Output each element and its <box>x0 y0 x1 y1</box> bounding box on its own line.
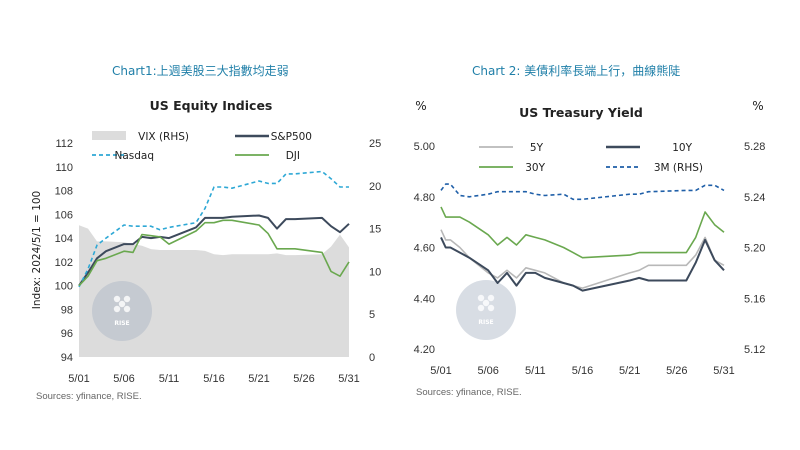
legend-label: 30Y <box>525 162 545 174</box>
y2-tick-label: 5.24 <box>744 192 765 204</box>
y2-tick-label: 5.20 <box>744 243 765 255</box>
y2-tick-label: 5.12 <box>744 344 765 356</box>
legend-label: 10Y <box>672 142 692 154</box>
watermark-dot <box>482 299 490 307</box>
watermark-dot <box>487 294 495 302</box>
watermark-circle <box>456 280 516 340</box>
y2-tick-label: 20 <box>369 181 381 193</box>
y-tick-label: 4.40 <box>414 293 435 305</box>
legend-label: 5Y <box>530 142 544 154</box>
y-tick-label: 98 <box>61 304 73 316</box>
watermark-dot <box>113 295 121 303</box>
x-tick-label: 5/21 <box>619 365 640 377</box>
legend-swatch <box>92 131 126 140</box>
legend-label: S&P500 <box>271 131 312 143</box>
y2-axis-label: % <box>752 99 763 113</box>
chart-title: US Equity Indices <box>150 98 273 113</box>
y-tick-label: 108 <box>55 186 73 198</box>
legend-label: VIX (RHS) <box>138 131 189 143</box>
watermark-text: RISE <box>478 319 493 326</box>
watermark-circle <box>92 281 152 341</box>
legend-item-s-p500: S&P500 <box>235 131 312 143</box>
y2-tick-label: 5.28 <box>744 141 765 153</box>
series-dji-line <box>78 219 350 287</box>
y-tick-label: 4.80 <box>414 192 435 204</box>
y2-tick-label: 0 <box>369 352 375 364</box>
chart2-source: Sources: yfinance, RISE. <box>416 387 522 398</box>
x-tick-label: 5/11 <box>525 365 546 377</box>
x-tick-label: 5/06 <box>477 365 498 377</box>
x-tick-label: 5/01 <box>68 373 89 385</box>
watermark-dot <box>487 304 495 312</box>
watermark-text: RISE <box>114 320 129 327</box>
series-nasdaq-line <box>78 170 349 288</box>
legend-item-3m-rhs: 3M (RHS) <box>606 162 703 174</box>
legend-item-nasdaq: Nasdaq <box>92 150 154 162</box>
legend-item-30y: 30Y <box>479 162 546 174</box>
y-tick-label: 94 <box>61 352 73 364</box>
watermark-dot <box>123 305 131 313</box>
chart1-caption: Chart1:上週美股三大指數均走弱 <box>112 64 289 78</box>
y-axis-label: Index: 2024/5/1 = 100 <box>31 191 43 309</box>
x-tick-label: 5/06 <box>113 373 134 385</box>
series-5y-line <box>440 229 725 289</box>
y2-tick-label: 10 <box>369 266 381 278</box>
treasury-yield-chart: US Treasury Yield RISE 4.20 4.40 4.60 4.80 5.0… <box>414 99 766 377</box>
y2-tick-label: 5.16 <box>744 293 765 305</box>
legend-label: Nasdaq <box>114 150 154 162</box>
y-tick-label: 5.00 <box>414 141 435 153</box>
x-tick-label: 5/21 <box>248 373 269 385</box>
legend-label: DJI <box>286 150 300 162</box>
x-tick-label: 5/16 <box>572 365 593 377</box>
legend-item-10y: 10Y <box>606 142 693 154</box>
watermark-dot <box>118 300 126 308</box>
series-10y-line <box>440 236 725 292</box>
legend-label: 3M (RHS) <box>654 162 703 174</box>
x-tick-label: 5/11 <box>159 373 180 385</box>
series-3m-rhs-line <box>440 183 725 201</box>
y2-tick-label: 25 <box>369 138 381 150</box>
legend-item-5y: 5Y <box>479 142 544 154</box>
series-s-p500-line <box>78 214 350 287</box>
y-tick-label: 104 <box>55 233 73 245</box>
chart2-caption: Chart 2: 美債利率長端上行，曲線熊陡 <box>472 64 681 78</box>
x-tick-label: 5/31 <box>338 373 359 385</box>
legend-item-dji: DJI <box>235 150 300 162</box>
y2-tick-label: 15 <box>369 224 381 236</box>
series-vix-rhs-area <box>79 225 349 357</box>
y-tick-label: 110 <box>55 162 73 174</box>
series-30y-line <box>440 206 725 259</box>
y-tick-label: 4.20 <box>414 344 435 356</box>
y-tick-label: 106 <box>55 209 73 221</box>
y-tick-label: 4.60 <box>414 243 435 255</box>
watermark-dot <box>477 304 485 312</box>
y-axis-label: % <box>415 99 426 113</box>
legend-item-vix-rhs: VIX (RHS) <box>92 131 189 143</box>
y-tick-label: 100 <box>55 281 73 293</box>
x-tick-label: 5/26 <box>293 373 314 385</box>
watermark-dot <box>113 305 121 313</box>
equity-indices-chart: US Equity IndicesRISE9496981001021041061… <box>31 98 381 385</box>
chart-title: US Treasury Yield <box>519 105 643 120</box>
x-tick-label: 5/16 <box>203 373 224 385</box>
watermark-dot <box>123 295 131 303</box>
x-tick-label: 5/26 <box>666 365 687 377</box>
chart1-source: Sources: yfinance, RISE. <box>36 391 142 402</box>
y-tick-label: 112 <box>55 138 73 150</box>
rise-watermark: RISE <box>92 281 152 341</box>
rise-watermark: RISE <box>456 280 516 340</box>
y-tick-label: 102 <box>55 257 73 269</box>
y2-tick-label: 5 <box>369 309 375 321</box>
x-tick-label: 5/01 <box>430 365 451 377</box>
watermark-dot <box>477 294 485 302</box>
y-tick-label: 96 <box>61 328 73 340</box>
x-tick-label: 5/31 <box>713 365 734 377</box>
